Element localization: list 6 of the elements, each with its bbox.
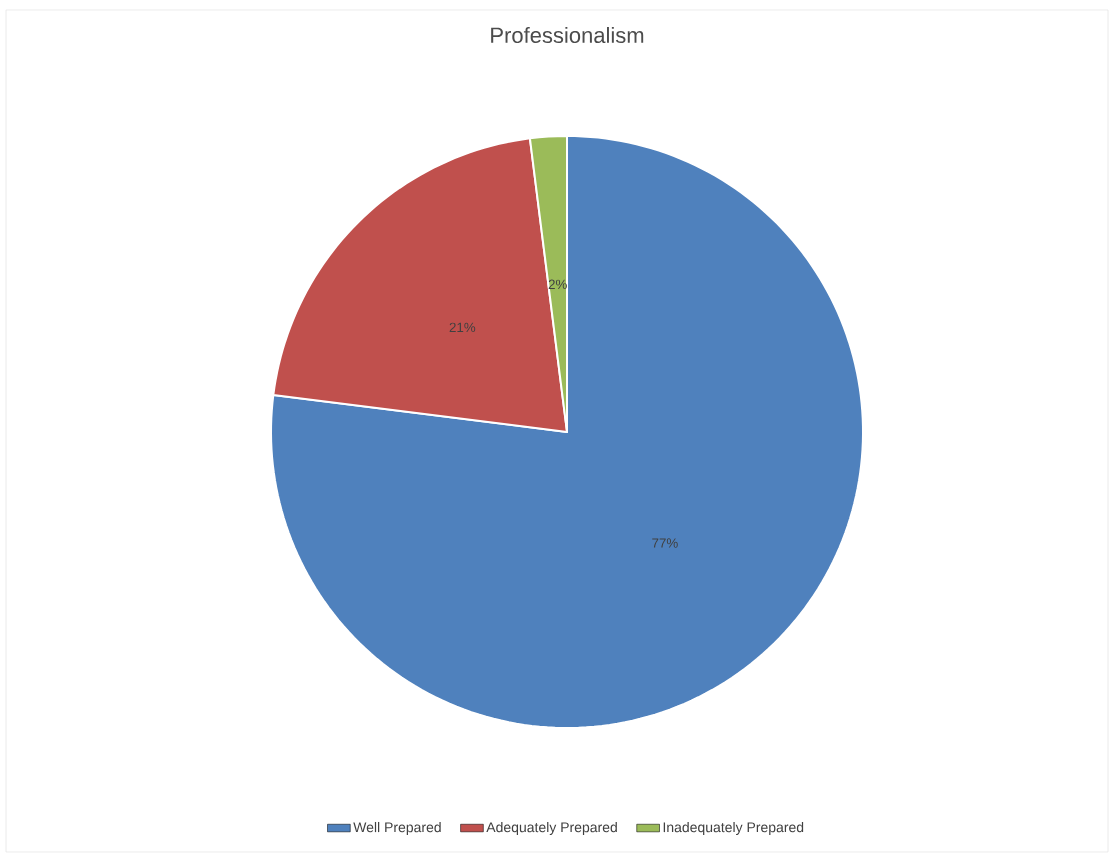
data-label: 21% — [449, 322, 476, 333]
legend-label: Inadequately Prepared — [663, 821, 804, 836]
data-label: 77% — [652, 538, 678, 548]
chart-title: Professionalism — [491, 26, 644, 44]
legend-label: Well Prepared — [353, 821, 441, 836]
legend-label: Adequately Prepared — [486, 821, 617, 836]
